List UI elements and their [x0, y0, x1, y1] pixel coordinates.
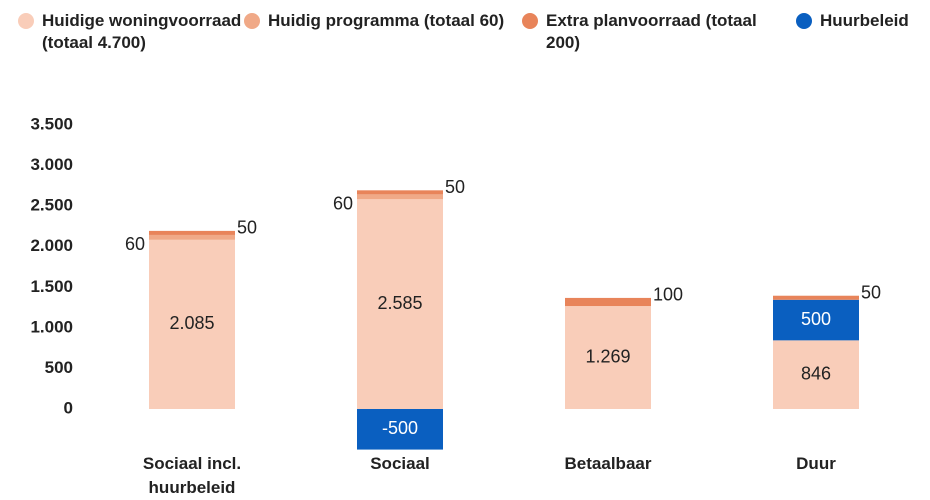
data-label: 50	[237, 218, 257, 238]
bar-segment	[773, 295, 859, 300]
bar-segment	[149, 230, 235, 235]
y-tick-label: 1.000	[30, 317, 73, 336]
legend-item: Huurbeleid	[796, 10, 909, 32]
y-tick-label: 500	[45, 358, 73, 377]
bar-segment	[565, 306, 651, 409]
legend-marker	[796, 13, 812, 29]
y-tick-label: 0	[64, 398, 73, 417]
legend-item: Huidige woningvoorraad (totaal 4.700)	[18, 10, 242, 54]
x-tick-label: Duur	[796, 454, 836, 473]
legend-marker	[244, 13, 260, 29]
legend-item: Extra planvoorraad (totaal 200)	[522, 10, 786, 54]
y-tick-label: 3.500	[30, 114, 73, 133]
data-label: 50	[445, 177, 465, 197]
legend-label: Huidig programma (totaal 60)	[268, 11, 505, 30]
legend-marker	[18, 13, 34, 29]
x-tick-label: Sociaal incl. huurbeleid	[142, 454, 242, 497]
data-label: 60	[333, 194, 353, 214]
bar-segment	[149, 234, 235, 240]
y-tick-label: 3.000	[30, 155, 73, 174]
data-label: 2.585	[377, 293, 422, 313]
bar-segment	[357, 194, 443, 200]
data-label: 2.085	[169, 313, 214, 333]
data-label: -500	[382, 418, 418, 438]
y-tick-label: 2.000	[30, 236, 73, 255]
data-label: 60	[125, 234, 145, 254]
bar-segment	[773, 340, 859, 409]
bar-segment	[149, 239, 235, 409]
legend-label: Huidige woningvoorraad (totaal 4.700)	[42, 11, 242, 52]
data-label: 500	[801, 309, 831, 329]
bar-segment	[357, 409, 443, 450]
x-tick-label: Betaalbaar	[564, 454, 652, 473]
bar-segment	[565, 297, 651, 307]
legend-label: Extra planvoorraad (totaal 200)	[546, 11, 757, 52]
y-tick-label: 2.500	[30, 196, 73, 215]
bar-segment	[773, 299, 859, 341]
legend-marker	[522, 13, 538, 29]
y-tick-label: 1.500	[30, 277, 73, 296]
bar-segment	[357, 190, 443, 195]
x-tick-label: Sociaal	[370, 454, 430, 473]
data-label: 100	[653, 285, 683, 305]
legend-item: Huidig programma (totaal 60)	[244, 10, 504, 32]
data-label: 846	[801, 363, 831, 383]
bar-segment	[357, 199, 443, 409]
data-label: 1.269	[585, 346, 630, 366]
legend-label: Huurbeleid	[820, 11, 909, 30]
data-label: 50	[861, 282, 881, 302]
